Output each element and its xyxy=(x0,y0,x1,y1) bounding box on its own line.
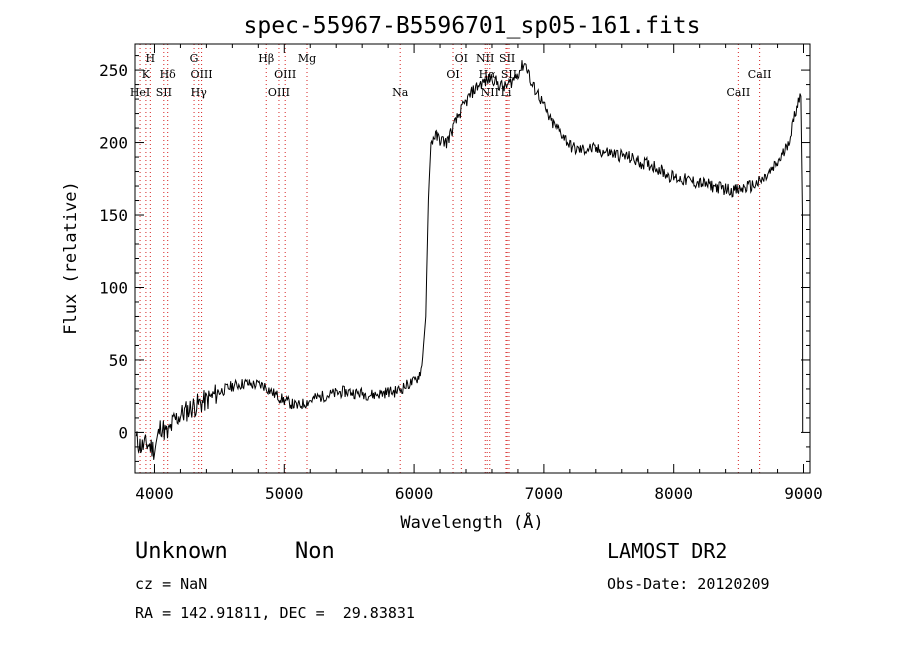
line-label: NII xyxy=(476,52,494,65)
line-label: Mg xyxy=(298,52,316,65)
ra-dec-coordinates: RA = 142.91811, DEC = 29.83831 xyxy=(135,604,415,622)
object-subclass: Non xyxy=(295,539,335,564)
y-tick-label: 100 xyxy=(99,278,128,297)
line-label: SII xyxy=(499,52,515,65)
line-label: OIII xyxy=(268,86,290,99)
y-tick-label: 50 xyxy=(109,351,128,370)
x-tick-label: 4000 xyxy=(135,484,174,503)
line-label: CaII xyxy=(748,68,772,81)
line-label: Hα xyxy=(479,68,497,81)
axis-tick-labels: 4000 5000 6000 7000 8000 9000 0 50 100 150 200 250 xyxy=(99,61,823,503)
chart-title: spec-55967-B5596701_sp05-161.fits xyxy=(244,13,701,39)
line-label: OI xyxy=(455,52,468,65)
line-label: K xyxy=(142,68,151,81)
spectrum-chart: spec-55967-B5596701_sp05-161.fits HK HeI H… xyxy=(61,13,823,533)
line-label: OI xyxy=(446,68,459,81)
redshift-cz: cz = NaN xyxy=(135,575,208,593)
observation-date: Obs-Date: 20120209 xyxy=(607,575,770,593)
line-label: G xyxy=(190,52,199,65)
line-label: CaII xyxy=(727,86,751,99)
y-tick-label: 0 xyxy=(118,423,128,442)
axis-ticks xyxy=(135,44,810,473)
line-label: HeI xyxy=(130,86,150,99)
x-axis-label: Wavelength (Å) xyxy=(400,511,543,533)
line-label: Li xyxy=(501,86,512,99)
line-label: OIII xyxy=(191,68,213,81)
x-tick-label: 9000 xyxy=(784,484,823,503)
line-label: SII xyxy=(156,86,172,99)
survey-name: LAMOST DR2 xyxy=(607,539,728,563)
y-tick-label: 200 xyxy=(99,134,128,153)
line-label: Hδ xyxy=(160,68,177,81)
spectrum-line xyxy=(135,60,804,460)
line-label: OIII xyxy=(274,68,296,81)
line-label: Hβ xyxy=(258,52,274,65)
x-tick-label: 5000 xyxy=(265,484,304,503)
spectral-line-markers xyxy=(139,44,761,473)
line-label: NII xyxy=(481,86,499,99)
x-tick-label: 6000 xyxy=(395,484,434,503)
line-label: Hγ xyxy=(191,86,208,99)
y-axis-label: Flux (relative) xyxy=(61,181,81,335)
line-label: H xyxy=(146,52,156,65)
x-tick-label: 7000 xyxy=(525,484,564,503)
object-class: Unknown xyxy=(135,539,228,564)
line-label: Na xyxy=(392,86,409,99)
plot-frame xyxy=(134,43,811,474)
x-tick-label: 8000 xyxy=(654,484,693,503)
y-tick-label: 250 xyxy=(99,61,128,80)
y-tick-label: 150 xyxy=(99,206,128,225)
